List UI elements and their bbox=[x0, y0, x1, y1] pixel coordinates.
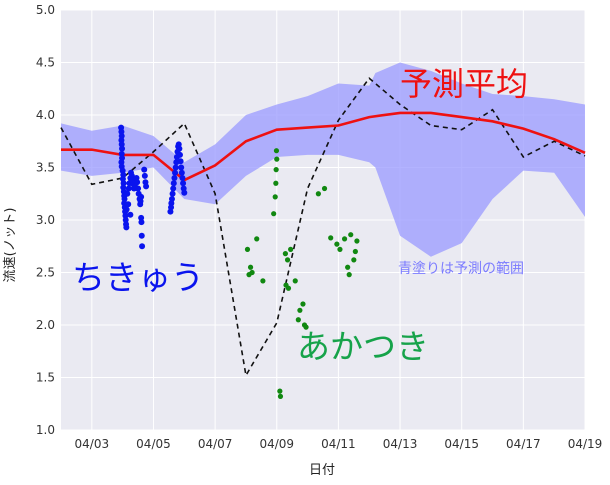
blue-point bbox=[176, 151, 183, 158]
green-point bbox=[277, 393, 284, 399]
green-point bbox=[341, 236, 348, 242]
y-axis-label: 流速(ノット) bbox=[3, 208, 18, 283]
blue-point bbox=[139, 243, 146, 250]
forecast-mean-label: 予測平均 bbox=[400, 65, 528, 103]
blue-point bbox=[170, 180, 177, 187]
y-tick-label: 1.0 bbox=[36, 423, 55, 437]
blue-point bbox=[141, 172, 148, 179]
green-point bbox=[351, 257, 357, 263]
green-point bbox=[244, 246, 251, 252]
blue-point bbox=[135, 185, 142, 192]
blue-point bbox=[125, 185, 132, 192]
green-point bbox=[284, 257, 291, 263]
green-point bbox=[337, 246, 343, 252]
blue-point bbox=[177, 158, 184, 165]
scatter-points-layer bbox=[118, 124, 360, 399]
blue-point bbox=[143, 183, 150, 190]
green-point bbox=[346, 272, 352, 278]
green-point bbox=[272, 194, 278, 200]
blue-point bbox=[125, 201, 132, 208]
green-point bbox=[247, 264, 254, 270]
blue-point bbox=[134, 179, 141, 186]
blue-point bbox=[176, 145, 183, 152]
green-point bbox=[300, 301, 306, 307]
y-tick-label: 3.0 bbox=[36, 213, 55, 227]
blue-point bbox=[138, 219, 145, 226]
x-axis-label: 日付 bbox=[309, 463, 335, 478]
green-point bbox=[273, 180, 279, 186]
forecast-band-label: 青塗りは予測の範囲 bbox=[398, 260, 524, 277]
blue-point bbox=[178, 169, 185, 176]
green-point bbox=[285, 285, 292, 291]
forecast-mean-line bbox=[61, 111, 586, 182]
blue-point bbox=[168, 196, 175, 202]
green-point bbox=[328, 235, 334, 241]
y-tick-label: 4.0 bbox=[36, 108, 55, 122]
green-point bbox=[274, 156, 280, 162]
forecast-band-layer bbox=[61, 62, 585, 257]
blue-point bbox=[172, 164, 179, 171]
series-green-label: あかつき bbox=[297, 327, 429, 366]
blue-point bbox=[178, 164, 185, 171]
green-point bbox=[277, 388, 283, 394]
blue-point bbox=[180, 180, 187, 187]
x-tick-label: 04/05 bbox=[136, 437, 171, 451]
y-tick-label: 4.5 bbox=[36, 56, 55, 70]
series-blue-label: ちきゅう bbox=[72, 258, 204, 297]
green-point bbox=[271, 211, 277, 217]
green-point bbox=[273, 148, 280, 154]
blue-point bbox=[179, 175, 186, 181]
green-point bbox=[273, 167, 279, 173]
x-tick-label: 04/13 bbox=[383, 437, 418, 451]
green-point bbox=[354, 238, 360, 244]
y-tick-label: 1.5 bbox=[36, 371, 55, 385]
y-tick-label: 5.0 bbox=[36, 3, 55, 17]
x-tick-label: 04/07 bbox=[198, 437, 233, 451]
x-tick-label: 04/15 bbox=[444, 437, 479, 451]
blue-point bbox=[123, 206, 130, 213]
green-point bbox=[315, 191, 321, 197]
blue-point bbox=[171, 175, 178, 181]
blue-point bbox=[119, 145, 126, 152]
green-point bbox=[254, 236, 260, 242]
y-tick-label: 2.5 bbox=[36, 266, 55, 280]
green-point bbox=[297, 307, 303, 313]
green-point bbox=[295, 317, 301, 323]
blue-point bbox=[172, 169, 179, 176]
blue-point bbox=[169, 190, 176, 197]
green-point bbox=[260, 278, 266, 284]
blue-point bbox=[127, 211, 134, 218]
green-point bbox=[282, 251, 288, 257]
y-tick-label: 3.5 bbox=[36, 161, 55, 175]
tick-labels: 1.0 1.5 2.0 2.5 3.0 3.5 4.0 4.5 5.0 04/03 04/05 04/… bbox=[36, 3, 602, 451]
x-tick-label: 04/17 bbox=[506, 437, 541, 451]
blue-point bbox=[181, 189, 188, 196]
green-point bbox=[352, 248, 358, 255]
green-point bbox=[348, 232, 354, 238]
green-point bbox=[288, 246, 294, 252]
y-tick-label: 2.0 bbox=[36, 318, 55, 332]
green-point bbox=[321, 185, 328, 192]
green-point bbox=[292, 278, 298, 284]
green-point bbox=[334, 241, 340, 247]
green-point bbox=[249, 269, 255, 276]
green-point bbox=[303, 324, 309, 330]
blue-point bbox=[170, 185, 177, 192]
blue-point bbox=[138, 232, 145, 239]
blue-point bbox=[141, 166, 148, 173]
blue-point bbox=[124, 190, 131, 197]
green-point bbox=[345, 264, 351, 270]
blue-point bbox=[137, 198, 144, 205]
blue-point bbox=[123, 224, 130, 231]
x-tick-label: 04/11 bbox=[321, 437, 356, 451]
x-tick-label: 04/09 bbox=[259, 437, 294, 451]
series-lines-layer bbox=[60, 77, 586, 378]
forecast-band bbox=[61, 62, 585, 257]
x-tick-label: 04/03 bbox=[75, 437, 110, 451]
x-tick-label: 04/19 bbox=[568, 437, 603, 451]
